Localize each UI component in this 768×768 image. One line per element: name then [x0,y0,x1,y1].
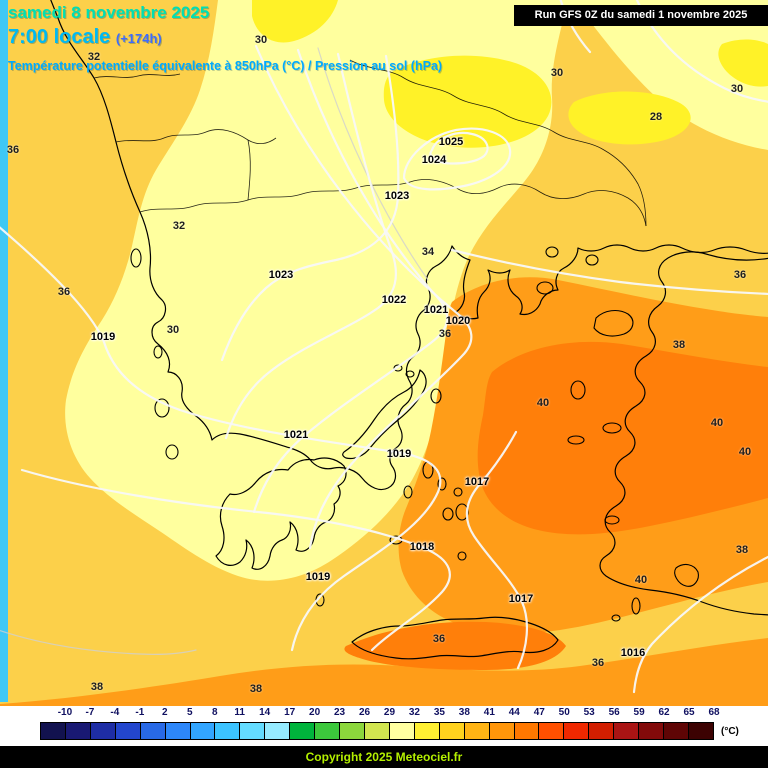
scale-tick: -4 [110,707,120,718]
scale-tick: 26 [358,707,371,718]
scale-tick: 23 [333,707,346,718]
scale-tick: 38 [458,707,470,718]
scale-tick: 17 [284,707,296,718]
scale-cell [688,723,713,739]
valid-date: samedi 8 novembre 2025 [8,3,210,22]
valid-time: 7:00 locale (+174h) [8,26,442,49]
scale-cell [65,723,91,739]
scale-tick: 65 [683,707,695,718]
scale-cell [240,723,266,739]
map-title-block: samedi 8 novembre 2025 7:00 locale (+174… [8,3,442,73]
scale-tick: 47 [533,707,545,718]
scale-tick: 41 [483,707,495,718]
weather-map-svg [0,0,768,706]
temperature-field [0,0,768,706]
scale-cell [215,723,241,739]
scale-cell [41,723,66,739]
scale-tick: -7 [85,707,95,718]
scale-tick: -1 [135,707,145,718]
scale-cell [489,723,515,739]
scale-cell [140,723,166,739]
copyright-link[interactable]: Copyright 2025 Meteociel.fr [305,750,463,764]
scale-cell [539,723,565,739]
scale-cell [290,723,316,739]
scale-tick: 5 [186,707,193,718]
scale-tick: 56 [608,707,620,718]
scale-cell [439,723,465,739]
scale-cell [190,723,216,739]
scale-cell [340,723,365,739]
scale-cell [589,723,615,739]
scale-unit: (°C) [721,726,739,737]
scale-cell [414,723,440,739]
scale-bar [40,722,714,740]
color-scale: -10 -7 -4 -1 2 5 8 11 14 17 20 23 26 29 32 35 38 41 44 47 50… [0,706,768,746]
scale-cell [265,723,291,739]
scale-cell [115,723,141,739]
scale-cell [564,723,590,739]
copyright-bar: Copyright 2025 Meteociel.fr [0,746,768,768]
scale-tick: 44 [508,707,520,718]
scale-cell [464,723,490,739]
scale-cell [165,723,191,739]
country-borders [93,59,647,227]
valid-time-text: 7:00 locale [8,25,111,48]
parameter-title: Température potentielle équivalente à 85… [8,58,443,73]
scale-tick: 68 [708,707,720,718]
scale-tick: 29 [383,707,396,718]
scale-tick: 14 [259,707,271,718]
map-area[interactable]: 32 30 30 28 30 36 36 32 30 34 36 36 38 40 40 40 40 38 36 36… [0,0,768,706]
scale-ticks: -10 -7 -4 -1 2 5 8 11 14 17 20 23 26 29 32 35 38 41 44 47 50… [0,707,768,720]
scale-cell [90,723,116,739]
scale-tick: 2 [162,707,168,718]
scale-tick: 8 [211,707,218,718]
scale-tick: 11 [234,707,245,718]
scale-cell [389,723,415,739]
islands [130,246,699,622]
scale-cell [639,723,665,739]
scale-cell [315,723,341,739]
scale-tick: 53 [583,707,595,718]
forecast-offset: (+174h) [115,30,162,46]
scale-cell [514,723,540,739]
scale-tick: 62 [658,707,670,718]
scale-cell [364,723,390,739]
scale-tick: 35 [433,707,445,718]
scale-tick: 59 [633,707,645,718]
coastline [50,0,768,660]
scale-cell [664,723,689,739]
scale-tick: 32 [408,707,420,718]
pressure-contours [0,0,768,694]
scale-tick: 20 [309,707,321,718]
scale-cell [614,723,640,739]
scale-tick: -10 [57,707,73,718]
run-info-box: Run GFS 0Z du samedi 1 novembre 2025 [514,5,768,26]
map-edge-strip [0,0,8,702]
scale-tick: 50 [558,707,570,718]
